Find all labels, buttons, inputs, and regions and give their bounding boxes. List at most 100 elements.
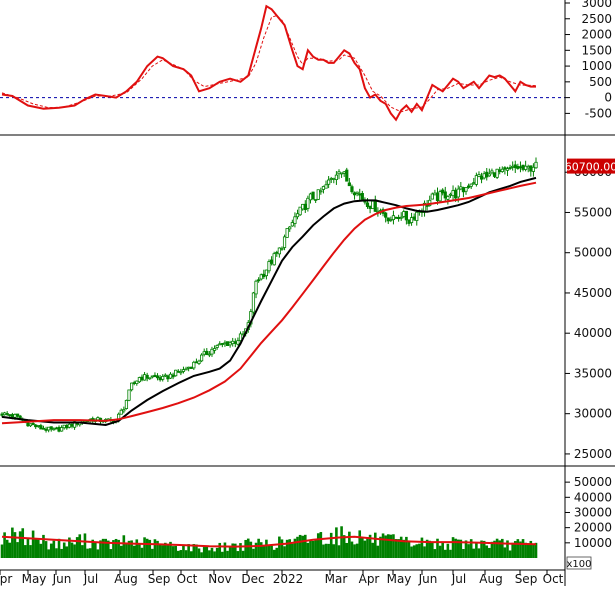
candle-body (262, 273, 266, 278)
osc-tick-label: 2000 (581, 28, 612, 42)
candle-body (181, 369, 186, 372)
vol-tick-label: 40000 (574, 490, 612, 504)
price-tick-label: 40000 (574, 326, 612, 340)
volume-bar (433, 549, 437, 558)
volume-bar (119, 545, 123, 558)
volume-bar (342, 535, 346, 558)
candle-body (215, 345, 219, 348)
x-tick-label: Mar (325, 572, 348, 586)
candle-body (171, 374, 175, 378)
volume-bar (239, 543, 242, 558)
volume-bar (60, 548, 63, 558)
candle-body (321, 186, 326, 190)
osc-tick-label: 1000 (581, 59, 612, 73)
candle-body (327, 179, 331, 185)
candle-body (223, 342, 227, 345)
candle-body (282, 236, 287, 248)
candle-body (412, 216, 416, 220)
volume-bar (18, 531, 22, 558)
candle-body (301, 203, 305, 210)
volume-bar (148, 539, 152, 558)
volume-bar (218, 542, 222, 558)
candle-body (407, 219, 411, 224)
volume-bar (270, 545, 273, 558)
volume-bar (495, 538, 499, 558)
candle-body (319, 190, 323, 193)
candle-body (415, 211, 419, 221)
volume-bar (145, 538, 149, 558)
volume-bar (176, 550, 180, 558)
volume-bar (135, 539, 139, 558)
volume-bar (171, 546, 175, 558)
candle-body (280, 247, 284, 250)
volume-bar (456, 539, 460, 558)
last-price-tag-label: 60700.00 (565, 161, 615, 174)
volume-bar (345, 542, 349, 558)
volume-bar (283, 546, 286, 558)
price-tick-label: 30000 (574, 407, 612, 421)
candle-body (119, 409, 123, 415)
osc-tick-label: 500 (589, 75, 612, 89)
candle-body (137, 377, 141, 383)
volume-bar (210, 547, 214, 558)
candle-body (482, 173, 486, 179)
candle-body (132, 382, 136, 385)
candle-body (474, 175, 478, 185)
volume-bar (392, 534, 395, 558)
volume-bar (405, 536, 408, 558)
volume-bar (353, 544, 356, 558)
volume-bar (241, 550, 245, 558)
candle-body (350, 186, 354, 193)
candle-body (384, 212, 388, 218)
candle-body (521, 164, 525, 170)
volume-bar (298, 534, 302, 558)
candle-body (360, 193, 364, 200)
candle-body (373, 199, 377, 212)
candle-body (508, 167, 512, 169)
volume-bar (127, 540, 131, 558)
candle-body (158, 377, 162, 381)
volume-bar (94, 542, 97, 558)
volume-bar (368, 534, 372, 558)
candle-body (531, 166, 536, 172)
volume-bar (480, 540, 483, 558)
candle-body (368, 205, 372, 209)
volume-bar (187, 544, 190, 558)
volume-bar (293, 538, 297, 558)
candle-body (402, 211, 406, 217)
volume-bar (75, 537, 79, 558)
volume-bar (428, 540, 432, 558)
volume-bar (296, 536, 299, 558)
candle-body (187, 366, 191, 369)
candle-body (60, 427, 64, 432)
candle-body (41, 427, 46, 430)
volume-bar (516, 539, 520, 558)
candle-body (194, 361, 199, 364)
volume-bar (179, 550, 183, 558)
volume-bar (420, 537, 424, 558)
candle-body (161, 375, 165, 380)
candle-body (456, 188, 460, 198)
candle-body (135, 380, 139, 384)
x-tick-label: 2022 (273, 572, 304, 586)
candle-body (275, 251, 279, 254)
volume-bar (101, 538, 105, 558)
candle-body (306, 197, 310, 209)
candle-body (492, 172, 497, 177)
vol-tick-label: 10000 (574, 536, 612, 550)
volume-bar (228, 547, 232, 558)
volume-bar (174, 545, 177, 558)
volume-bar (355, 543, 359, 558)
volume-bar (467, 544, 470, 558)
volume-bar (410, 546, 413, 558)
candle-body (505, 168, 510, 171)
volume-bar (503, 547, 507, 558)
volume-bar (226, 550, 229, 558)
candle-body (231, 340, 235, 345)
candle-body (207, 353, 211, 356)
candle-body (298, 206, 302, 216)
volume-bar (431, 542, 434, 558)
candle-body (254, 280, 258, 295)
candle-body (314, 198, 318, 201)
